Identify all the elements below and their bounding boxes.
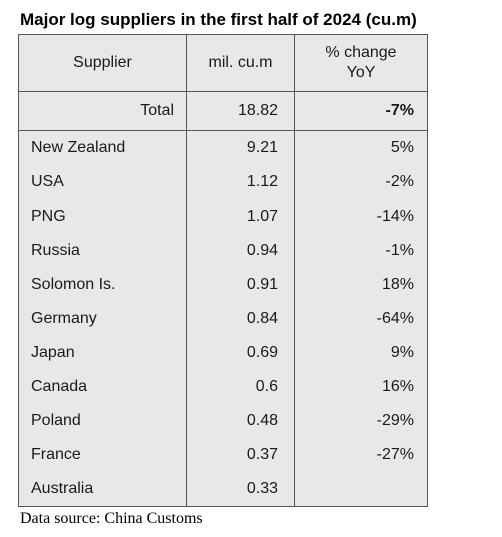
header-row: Supplier mil. cu.m % change YoY — [18, 34, 428, 92]
table-row: Solomon Is. 0.91 18% — [18, 267, 428, 302]
supplier-cell: France — [18, 437, 187, 472]
volume-cell: 1.07 — [186, 199, 295, 234]
table-row: USA 1.12 -2% — [18, 165, 428, 200]
table-row: PNG 1.07 -14% — [18, 199, 428, 234]
volume-cell: 1.12 — [186, 165, 295, 200]
supplier-cell: USA — [18, 165, 187, 200]
change-cell: 16% — [294, 369, 428, 404]
change-cell: -2% — [294, 165, 428, 200]
change-cell: -29% — [294, 403, 428, 438]
column-header-change-label: % change YoY — [325, 44, 397, 81]
supplier-cell: Germany — [18, 301, 187, 336]
volume-cell: 0.91 — [186, 267, 295, 302]
volume-cell: 0.94 — [186, 233, 295, 268]
change-cell: 18% — [294, 267, 428, 302]
table-row: Japan 0.69 9% — [18, 335, 428, 370]
supplier-cell: PNG — [18, 199, 187, 234]
change-cell — [294, 471, 428, 507]
table-row: France 0.37 -27% — [18, 437, 428, 472]
volume-cell: 0.37 — [186, 437, 295, 472]
supplier-cell: Poland — [18, 403, 187, 438]
change-cell: -27% — [294, 437, 428, 472]
change-cell: -1% — [294, 233, 428, 268]
supplier-cell: New Zealand — [18, 130, 187, 166]
suppliers-table: Supplier mil. cu.m % change YoY Total 18… — [18, 34, 428, 507]
change-cell: 9% — [294, 335, 428, 370]
supplier-cell: Russia — [18, 233, 187, 268]
total-value: 18.82 — [186, 91, 295, 132]
column-header-change: % change YoY — [294, 34, 428, 92]
volume-cell: 0.48 — [186, 403, 295, 438]
supplier-cell: Japan — [18, 335, 187, 370]
supplier-cell: Solomon Is. — [18, 267, 187, 302]
column-header-supplier: Supplier — [18, 34, 187, 92]
volume-cell: 0.84 — [186, 301, 295, 336]
total-label: Total — [18, 91, 187, 132]
total-row: Total 18.82 -7% — [18, 91, 428, 132]
total-change: -7% — [294, 91, 428, 132]
change-cell: 5% — [294, 130, 428, 166]
supplier-cell: Australia — [18, 471, 187, 507]
table-row: Poland 0.48 -29% — [18, 403, 428, 438]
volume-cell: 0.33 — [186, 471, 295, 507]
change-cell: -64% — [294, 301, 428, 336]
table-row: Australia 0.33 — [18, 471, 428, 507]
table-row: Russia 0.94 -1% — [18, 233, 428, 268]
data-source-note: Data source: China Customs — [20, 510, 203, 527]
table-row: New Zealand 9.21 5% — [18, 130, 428, 166]
chart-title: Major log suppliers in the first half of… — [20, 10, 417, 29]
change-cell: -14% — [294, 199, 428, 234]
table-row: Germany 0.84 -64% — [18, 301, 428, 336]
supplier-cell: Canada — [18, 369, 187, 404]
volume-cell: 0.6 — [186, 369, 295, 404]
table-row: Canada 0.6 16% — [18, 369, 428, 404]
volume-cell: 9.21 — [186, 130, 295, 166]
volume-cell: 0.69 — [186, 335, 295, 370]
column-header-volume: mil. cu.m — [186, 34, 295, 92]
